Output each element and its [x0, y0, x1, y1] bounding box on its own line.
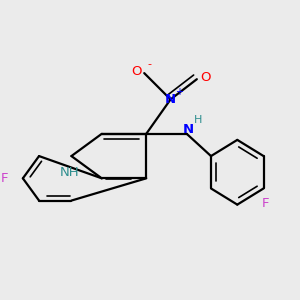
Text: -: -: [147, 59, 151, 69]
Text: N: N: [183, 123, 194, 136]
Text: N: N: [165, 93, 176, 106]
Text: O: O: [131, 64, 141, 78]
Text: H: H: [194, 116, 202, 125]
Text: F: F: [1, 172, 8, 185]
Text: +: +: [176, 87, 183, 97]
Text: F: F: [262, 197, 269, 210]
Text: O: O: [200, 71, 211, 84]
Text: NH: NH: [60, 166, 79, 179]
